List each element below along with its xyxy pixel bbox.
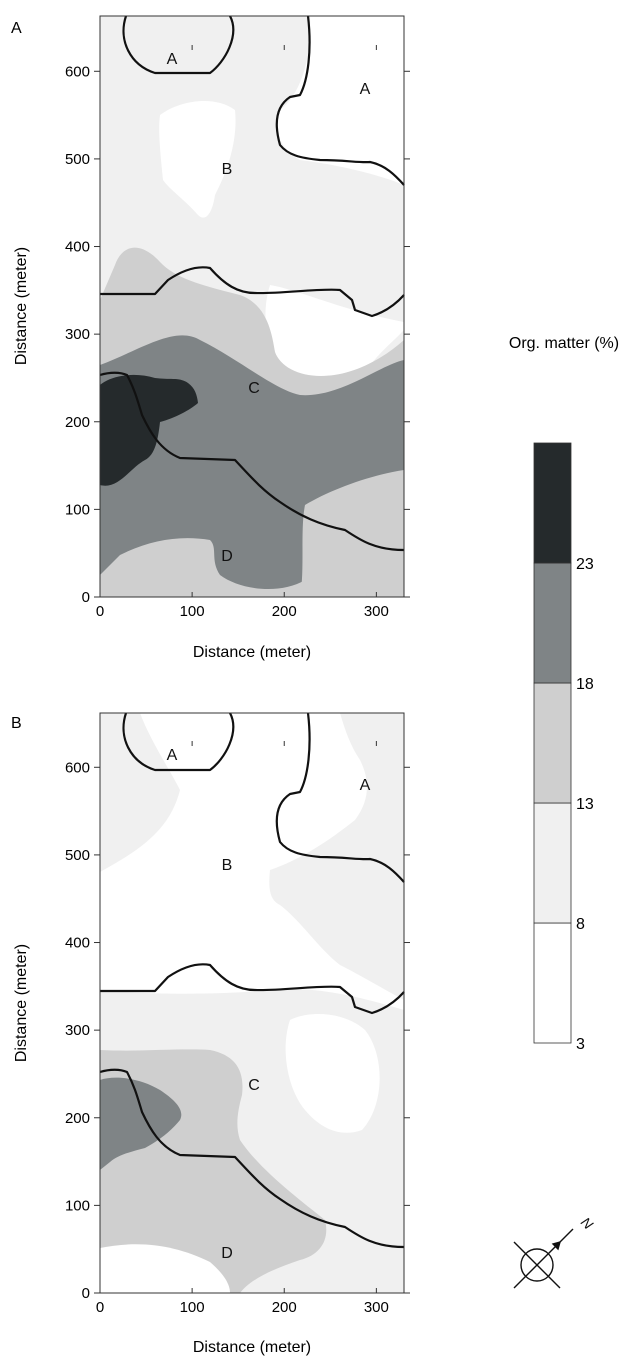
x-tick-label: 0 <box>96 603 104 620</box>
legend-break-label: 23 <box>576 556 594 573</box>
class-18-23-area <box>100 1077 182 1170</box>
zone-boundary-b-c <box>100 963 405 1015</box>
zone-label: C <box>248 380 260 397</box>
y-tick-label: 200 <box>65 1110 90 1127</box>
x-tick-label: 200 <box>272 603 297 620</box>
legend-title: Org. matter (%) <box>509 335 619 352</box>
y-axis-label-a: Distance (meter) <box>13 247 30 365</box>
y-tick-label: 500 <box>65 847 90 864</box>
axes-a: 0 100 200 300 0 100 200 300 400 500 600 <box>65 45 410 620</box>
zone-label: A <box>167 51 178 68</box>
x-axis-label-a: Distance (meter) <box>193 644 311 661</box>
zone-label: B <box>222 857 233 874</box>
north-arrow: N <box>513 1214 597 1289</box>
y-tick-label: 200 <box>65 414 90 431</box>
y-tick-label: 600 <box>65 759 90 776</box>
y-tick-label: 300 <box>65 1022 90 1039</box>
zone-label: B <box>222 161 233 178</box>
legend-break-label: 3 <box>576 1036 585 1053</box>
x-tick-label: 100 <box>180 1299 205 1316</box>
compass-circle-icon <box>520 1248 554 1282</box>
north-arrowhead-icon <box>551 1240 562 1251</box>
y-tick-label: 500 <box>65 151 90 168</box>
legend-class-swatch <box>533 802 572 924</box>
panel-label-a: A <box>11 20 22 37</box>
y-tick-label: 100 <box>65 501 90 518</box>
zone-label: A <box>360 81 371 98</box>
zone-boundary-c-d <box>99 1068 405 1249</box>
x-axis-label-b: Distance (meter) <box>193 1339 311 1356</box>
legend-class-swatch <box>533 682 572 804</box>
zone-boundaries-a <box>99 15 405 552</box>
y-axis-label-b: Distance (meter) <box>13 944 30 1062</box>
zone-label: D <box>221 548 233 565</box>
y-tick-label: 400 <box>65 935 90 952</box>
map-panel-b: B A A B C D <box>11 712 410 1356</box>
zone-labels-b: A A B C D <box>167 747 371 1262</box>
zone-boundary-a-right <box>275 712 405 883</box>
zone-label: A <box>167 747 178 764</box>
zone-boundary-a-right <box>275 15 405 186</box>
x-tick-label: 300 <box>364 603 389 620</box>
zone-boundary-c-d <box>99 371 405 552</box>
y-tick-label: 600 <box>65 63 90 80</box>
legend-class-swatch <box>533 562 572 684</box>
legend-break-label: 18 <box>576 676 594 693</box>
map-a-fill <box>100 16 404 597</box>
zone-label: D <box>221 1245 233 1262</box>
y-tick-label: 400 <box>65 239 90 256</box>
legend-break-label: 13 <box>576 796 594 813</box>
y-tick-label: 100 <box>65 1197 90 1214</box>
legend-color-bar: 3 8 13 18 23 <box>533 442 594 1053</box>
zone-label: C <box>248 1077 260 1094</box>
y-tick-label: 0 <box>82 1285 90 1302</box>
x-tick-label: 100 <box>180 603 205 620</box>
plot-frame-a <box>99 15 405 598</box>
zone-labels-a: A A B C D <box>167 51 371 565</box>
class-3-8-area <box>159 100 236 218</box>
zone-boundary-a-top <box>122 712 235 772</box>
zone-boundary-a-top <box>122 15 235 75</box>
map-b-fill <box>100 713 404 1293</box>
y-tick-label: 300 <box>65 326 90 343</box>
class-3-8-area <box>100 1244 230 1293</box>
legend: Org. matter (%) 3 8 13 18 23 <box>509 335 619 1053</box>
x-tick-label: 200 <box>272 1299 297 1316</box>
zone-label: A <box>360 777 371 794</box>
zone-boundary-b-c <box>100 266 405 318</box>
x-tick-label: 0 <box>96 1299 104 1316</box>
class-3-8-area <box>125 16 404 185</box>
map-panel-a: A A A B C D <box>11 15 410 661</box>
panel-label-b: B <box>11 715 22 732</box>
class-3-8-area <box>285 1014 380 1133</box>
x-tick-label: 300 <box>364 1299 389 1316</box>
plot-frame-b <box>99 712 405 1294</box>
axes-b: 0 100 200 300 0 100 200 300 400 500 600 <box>65 741 410 1316</box>
y-tick-label: 0 <box>82 589 90 606</box>
legend-class-swatch <box>533 442 572 564</box>
legend-class-swatch <box>533 922 572 1044</box>
north-label: N <box>578 1214 597 1233</box>
class-8-13-area <box>100 713 180 872</box>
legend-break-label: 8 <box>576 916 585 933</box>
class-3-8-area <box>265 285 404 388</box>
zone-boundaries-b <box>99 712 405 1249</box>
